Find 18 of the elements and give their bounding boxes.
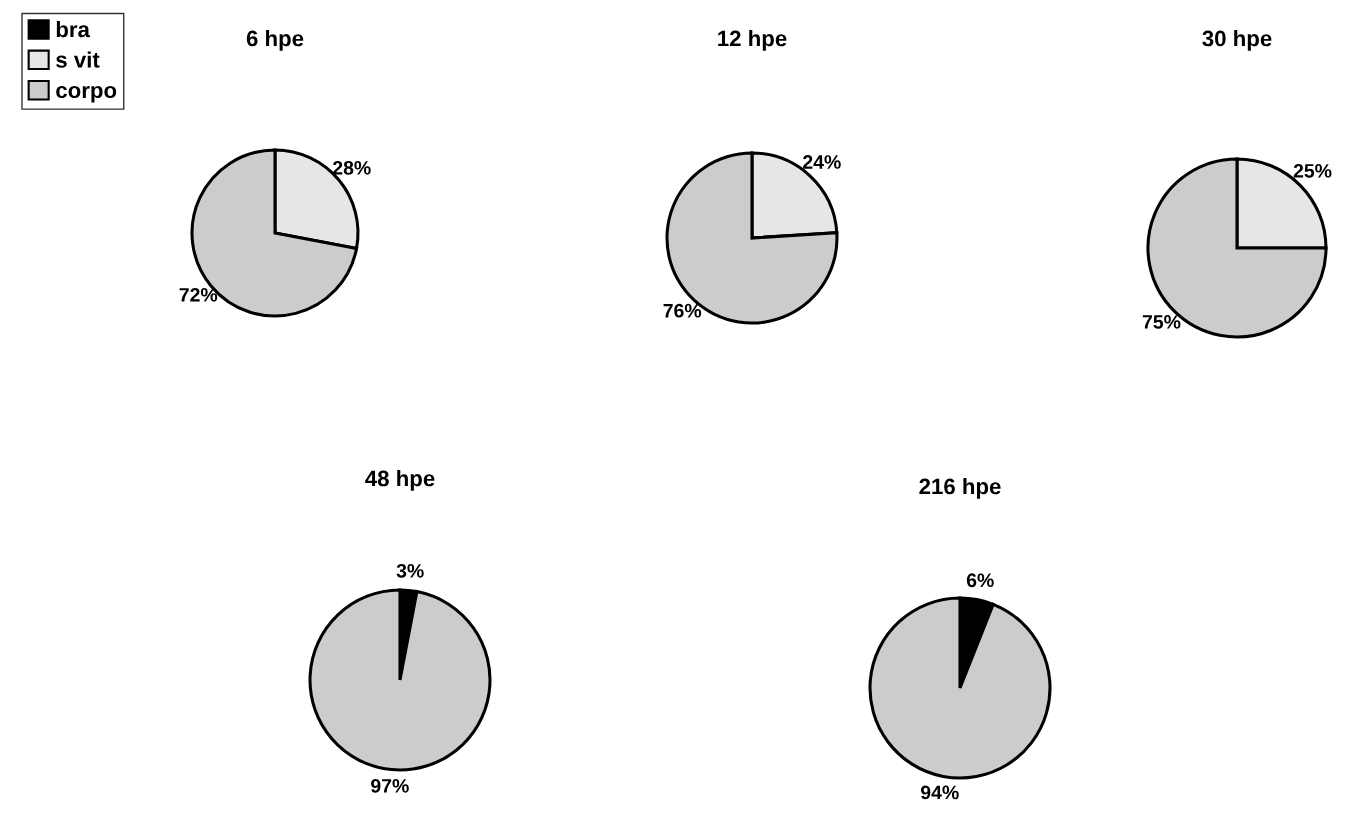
legend-label: corpo [56, 85, 117, 103]
data-label: 25% [1293, 163, 1332, 178]
chart-title: 30 hpe [1202, 30, 1272, 51]
text: 6 hpe [246, 30, 304, 51]
data-label: 72% [179, 287, 218, 302]
data-label: 97% [371, 778, 409, 793]
data-label: 94% [920, 785, 959, 800]
data-label: 76% [663, 303, 702, 318]
data-label: 6% [966, 573, 994, 588]
data-label: 75% [1142, 315, 1181, 329]
chart-title: 12 hpe [718, 30, 787, 51]
chart-title: 48 hpe [365, 470, 435, 491]
data-label: 24% [803, 155, 841, 169]
legend-label: bra [56, 21, 91, 38]
data-label: 3% [396, 563, 424, 578]
data-label: 28% [332, 160, 371, 175]
legend-label: s vit [56, 51, 100, 68]
chart-title: 216 hpe [919, 478, 1001, 499]
